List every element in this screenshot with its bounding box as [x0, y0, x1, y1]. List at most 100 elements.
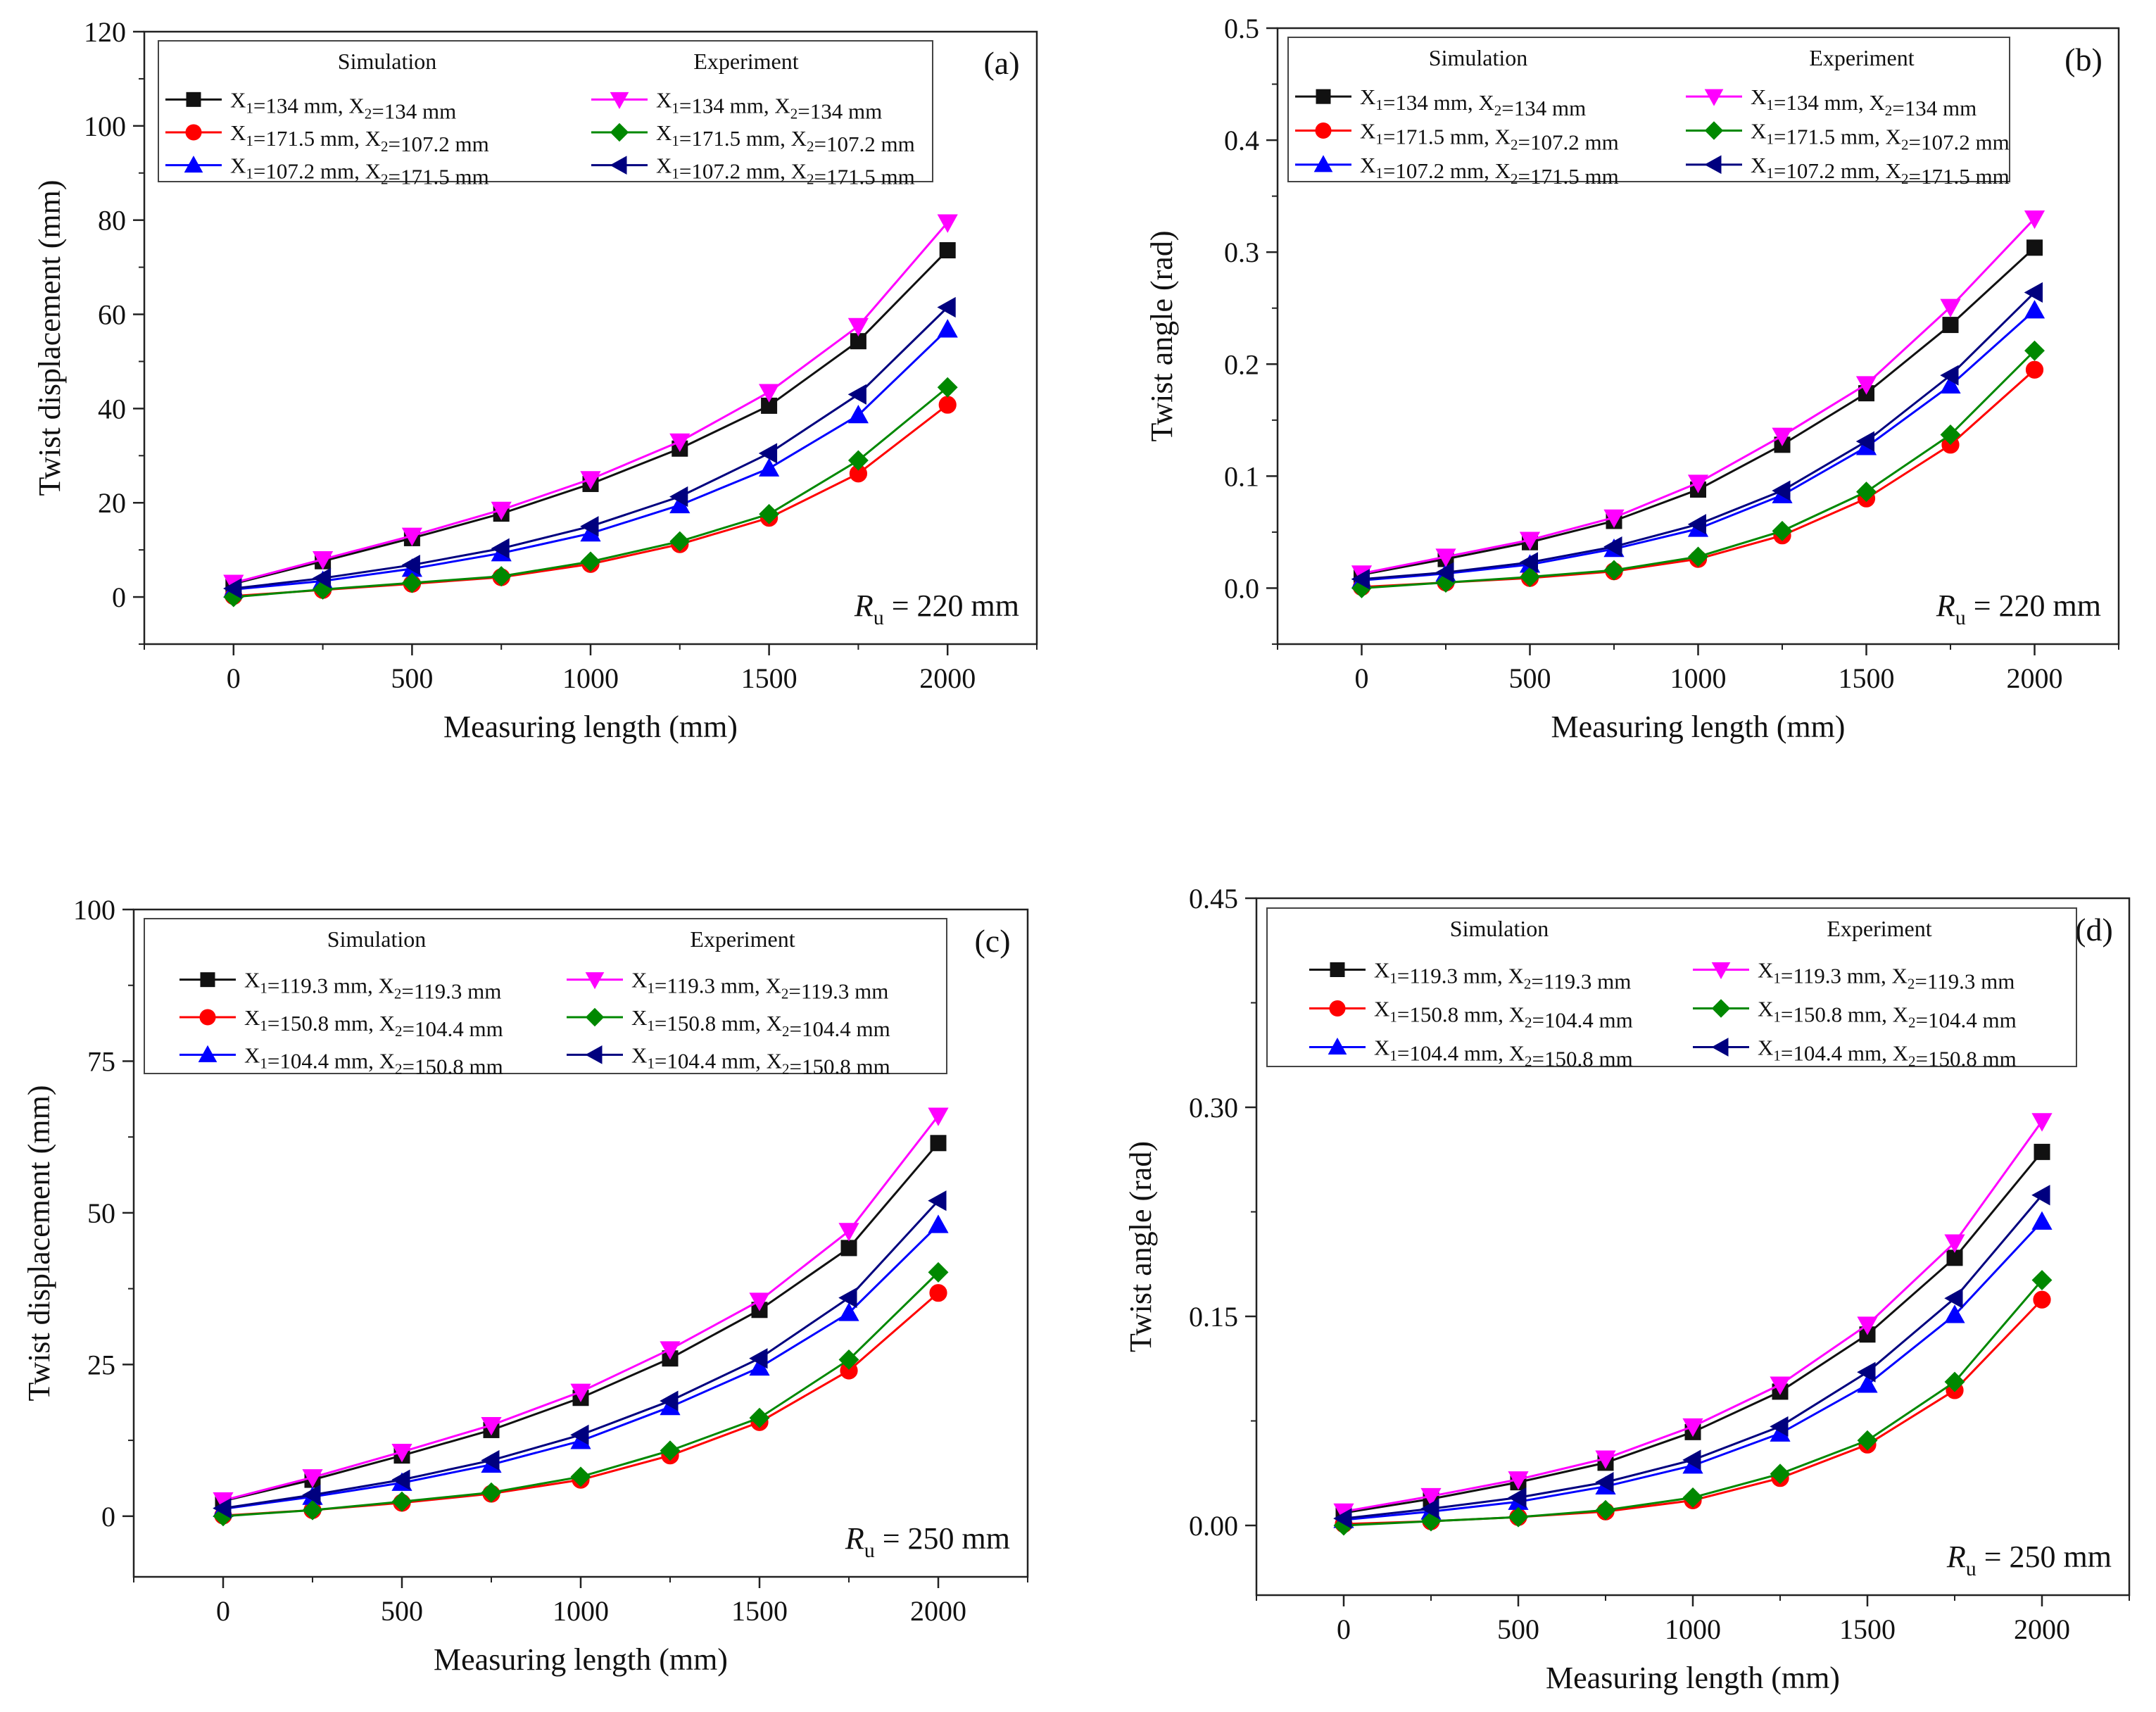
series-line-c-exp-3: [222, 1200, 940, 1510]
legend-marker-c-sim-3: [198, 1045, 218, 1062]
legend-label-c-exp-2: X1=150.8 mm, X2=104.4 mm: [631, 1005, 890, 1041]
series-line-c-sim-3: [222, 1224, 940, 1510]
legend-label-a-exp-2: X1=171.5 mm, X2=107.2 mm: [656, 120, 915, 156]
y-tick-label-b-3: 0.3: [1224, 237, 1259, 268]
y-tick-label-d-0: 0.00: [1189, 1510, 1238, 1542]
legend-header-simulation-d: Simulation: [1450, 916, 1549, 941]
legend-label-c-sim-2: X1=150.8 mm, X2=104.4 mm: [244, 1005, 503, 1041]
data-point-a-exp-1-2: [401, 527, 422, 546]
y-tick-label-b-5: 0.5: [1224, 13, 1259, 44]
data-point-c-exp-2-2: [391, 1491, 412, 1512]
data-point-a-exp-3-8: [937, 296, 956, 318]
data-point-b-exp-1-2: [1519, 531, 1541, 550]
y-axis-label-a: Twist displacement (mm): [32, 180, 67, 496]
data-point-b-exp-3-0: [1351, 569, 1370, 590]
y-tick-label-d-2: 0.30: [1189, 1092, 1238, 1124]
data-point-c-sim-1-7: [840, 1240, 857, 1257]
data-point-b-exp-1-8: [2024, 210, 2045, 229]
data-point-b-sim-2-8: [2025, 360, 2044, 379]
data-point-b-exp-1-7: [1940, 298, 1961, 317]
ru-annotation-a: Ru = 220 mm: [854, 588, 1019, 629]
y-tick-label-b-1: 0.1: [1224, 460, 1259, 492]
data-point-b-exp-2-4: [1688, 546, 1708, 567]
x-tick-label-a-4: 2000: [919, 662, 976, 694]
data-point-d-exp-1-8: [2031, 1113, 2053, 1132]
legend-marker-d-sim-1: [1330, 962, 1345, 977]
data-point-b-sim-3-8: [2024, 300, 2045, 319]
data-point-c-exp-3-2: [391, 1469, 410, 1490]
data-point-a-exp-1-6: [759, 384, 780, 403]
legend-box-a: [158, 40, 933, 182]
y-tick-label-a-1: 20: [98, 487, 126, 519]
chart-panel-a: 0 500 1000 1500 2000 0 20 40 60 80 100 120 Measuring…: [0, 0, 1084, 802]
legend-label-a-sim-2: X1=171.5 mm, X2=107.2 mm: [230, 120, 489, 156]
data-point-d-exp-2-5: [1770, 1464, 1791, 1485]
legend-label-c-exp-1: X1=119.3 mm, X2=119.3 mm: [631, 968, 888, 1004]
legend-marker-b-sim-3: [1313, 155, 1333, 172]
data-point-c-exp-3-6: [749, 1348, 768, 1369]
data-point-d-sim-3-6: [1857, 1374, 1878, 1393]
legend-marker-b-sim-2: [1315, 122, 1332, 139]
series-line-d-exp-1: [1343, 1120, 2043, 1513]
legend-marker-a-exp-2: [610, 122, 629, 142]
ru-annotation-d: Ru = 250 mm: [1946, 1540, 2112, 1580]
series-d-exp-1: [1333, 1113, 2053, 1522]
legend-box-d: [1266, 907, 2077, 1067]
legend-marker-b-exp-1: [1704, 89, 1724, 106]
legend-marker-c-exp-2: [585, 1007, 605, 1027]
data-point-d-exp-1-1: [1420, 1487, 1442, 1507]
data-point-a-exp-3-4: [580, 516, 599, 537]
data-point-c-exp-2-5: [660, 1440, 681, 1461]
data-point-a-exp-3-1: [312, 567, 332, 588]
data-point-d-exp-3-3: [1595, 1472, 1614, 1493]
data-point-d-sim-3-7: [1944, 1304, 1965, 1323]
data-point-d-exp-2-7: [1944, 1371, 1965, 1392]
data-point-b-sim-1-8: [2026, 239, 2043, 256]
series-d-exp-3: [1333, 1185, 2050, 1529]
series-b-exp-2: [1351, 340, 2045, 598]
panel-label-d: (d): [2075, 912, 2113, 948]
data-point-a-exp-1-1: [313, 551, 334, 570]
data-point-c-exp-3-4: [570, 1424, 589, 1445]
data-point-c-exp-3-8: [928, 1190, 947, 1211]
data-point-a-exp-2-2: [401, 572, 422, 593]
chart-svg-b: 0 500 1000 1500 2000 0.0 0.1 0.2 0.3 0.4 0.5 Measur…: [1145, 13, 2120, 744]
data-point-b-exp-2-8: [2024, 340, 2045, 361]
data-point-b-sim-3-7: [1940, 374, 1961, 394]
x-tick-label-d-2: 1000: [1665, 1613, 1721, 1645]
x-tick-label-c-1: 500: [381, 1595, 423, 1627]
series-d-sim-3: [1333, 1211, 2053, 1528]
data-point-d-exp-1-2: [1508, 1471, 1529, 1490]
data-point-c-exp-1-3: [481, 1417, 502, 1436]
data-point-b-exp-2-3: [1603, 560, 1625, 581]
data-point-c-exp-1-6: [749, 1292, 770, 1311]
x-tick-label-c-3: 1500: [731, 1595, 788, 1627]
data-point-b-exp-2-7: [1940, 424, 1961, 445]
data-point-a-exp-3-7: [847, 384, 866, 405]
data-point-c-sim-1-8: [930, 1135, 947, 1152]
data-point-b-exp-3-3: [1603, 536, 1622, 558]
x-tick-label-a-1: 500: [391, 662, 433, 694]
data-point-c-exp-1-5: [660, 1341, 681, 1360]
data-point-a-exp-2-4: [580, 551, 601, 572]
legend-marker-b-exp-3: [1704, 155, 1722, 175]
legend-label-a-exp-3: X1=107.2 mm, X2=171.5 mm: [656, 153, 915, 189]
series-d-exp-2: [1333, 1270, 2053, 1536]
series-c-exp-1: [213, 1107, 949, 1511]
data-point-a-exp-1-3: [491, 501, 512, 521]
data-point-b-exp-1-4: [1687, 474, 1709, 493]
legend-marker-d-exp-1: [1711, 962, 1731, 980]
series-c-exp-3: [213, 1190, 947, 1519]
y-tick-label-c-4: 100: [73, 894, 115, 926]
data-point-c-sim-3-7: [838, 1302, 859, 1321]
legend-header-experiment-d: Experiment: [1827, 916, 1931, 941]
data-point-d-exp-3-0: [1333, 1508, 1352, 1529]
data-point-c-exp-2-6: [749, 1407, 770, 1428]
x-tick-label-b-1: 500: [1509, 662, 1551, 694]
y-tick-label-c-3: 75: [87, 1045, 115, 1077]
legend-header-experiment-b: Experiment: [1809, 45, 1914, 70]
data-point-a-exp-2-7: [847, 450, 869, 471]
x-axis-label-c: Measuring length (mm): [434, 1642, 728, 1677]
chart-svg-a: 0 500 1000 1500 2000 0 20 40 60 80 100 120 Measuring…: [32, 16, 1038, 744]
data-point-b-exp-1-3: [1603, 509, 1625, 529]
